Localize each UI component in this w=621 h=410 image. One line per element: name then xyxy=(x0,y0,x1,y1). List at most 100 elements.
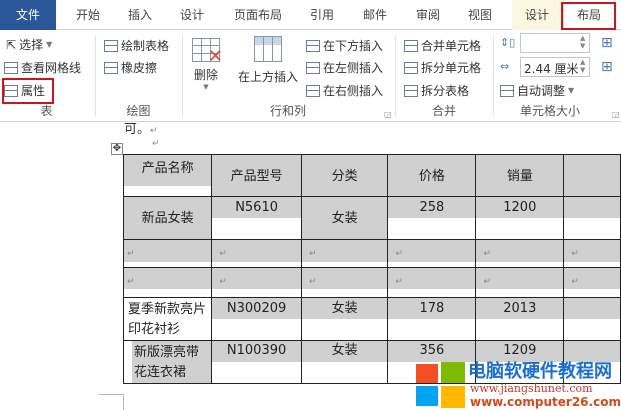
tab-references[interactable]: 引用 xyxy=(309,8,334,22)
table-cell[interactable] xyxy=(563,340,621,384)
select-button[interactable]: ⇱ 选择 ▼ xyxy=(6,36,52,53)
table-cell[interactable]: ↵ xyxy=(300,239,389,268)
draw-table-label: 绘制表格 xyxy=(121,39,170,53)
watermark-title: 电脑软硬件教程网 xyxy=(468,361,612,382)
table-cell[interactable]: 女装 xyxy=(300,297,389,341)
table-cell[interactable]: ↵ xyxy=(475,239,565,268)
insert-right-icon xyxy=(306,84,320,97)
tab-table-design[interactable]: 设计 xyxy=(512,0,562,30)
view-gridlines-button[interactable]: 查看网格线 xyxy=(4,59,81,76)
table-row: ↵ ↵ ↵ ↵ ↵ ↵ xyxy=(122,267,621,298)
table-cell[interactable]: 1200 xyxy=(475,196,565,240)
eraser-button[interactable]: 橡皮擦 xyxy=(104,59,157,76)
insert-left-label: 在左侧插入 xyxy=(323,61,384,75)
table-cell[interactable]: N100390 xyxy=(211,340,302,384)
chevron-down-icon: ▼ xyxy=(46,40,53,49)
distribute-rows-icon[interactable]: ⊞ xyxy=(601,35,613,51)
table-cell[interactable]: 新品女装 xyxy=(122,196,213,240)
table-header-cell[interactable]: 价格 xyxy=(387,154,477,197)
tab-view[interactable]: 视图 xyxy=(467,8,492,22)
delete-button[interactable]: ✕ 删除 ▼ xyxy=(190,38,223,96)
insert-below-button[interactable]: 在下方插入 xyxy=(306,37,383,54)
table-cell[interactable]: 女装 xyxy=(300,340,389,384)
tab-insert[interactable]: 插入 xyxy=(127,8,152,22)
page-corner-mark xyxy=(98,394,124,410)
table-header-cell[interactable]: 分类 xyxy=(300,154,389,197)
table-cell[interactable]: ↵ xyxy=(122,239,213,268)
tab-design[interactable]: 设计 xyxy=(179,8,204,22)
insert-right-button[interactable]: 在右侧插入 xyxy=(306,82,383,99)
group-label-rows-cols: 行和列 xyxy=(269,104,306,118)
tab-review[interactable]: 审阅 xyxy=(415,8,440,22)
table-cell[interactable]: ↵ xyxy=(475,267,565,298)
table-header-cell[interactable]: 产品名称 xyxy=(122,154,213,197)
table-cell[interactable]: ↵ xyxy=(211,239,302,268)
table-cell[interactable] xyxy=(563,297,621,341)
insert-above-label: 在上方插入 xyxy=(237,70,298,84)
table-header-cell[interactable] xyxy=(563,154,621,197)
pencil-table-icon xyxy=(104,39,118,52)
table-cell[interactable]: 2013 xyxy=(475,297,565,341)
split-cells-icon xyxy=(404,61,418,74)
tab-home[interactable]: 开始 xyxy=(75,8,100,22)
table-cell[interactable]: ↵ xyxy=(211,267,302,298)
insert-left-button[interactable]: 在左侧插入 xyxy=(306,59,383,76)
draw-table-button[interactable]: 绘制表格 xyxy=(104,37,169,54)
tab-mailings[interactable]: 邮件 xyxy=(362,8,387,22)
table-cell[interactable] xyxy=(563,196,621,240)
table-header-cell[interactable]: 销量 xyxy=(475,154,565,197)
group-label-draw: 绘图 xyxy=(126,104,151,118)
dialog-launcher-icon[interactable]: ◲ xyxy=(384,110,392,119)
table-cell[interactable]: 新版漂亮带花连衣裙 xyxy=(122,340,213,384)
insert-above-button[interactable]: 在上方插入 xyxy=(236,36,300,94)
table-cell[interactable]: 178 xyxy=(387,297,477,341)
table-row: 新版漂亮带花连衣裙 N100390 女装 356 1209 xyxy=(122,340,621,384)
ribbon: ⇱ 选择 ▼ 查看网格线 属性 表 绘制表格 橡皮擦 绘图 ✕ 删除 ▼ 在上方插入… xyxy=(0,30,621,122)
table-header-row: 产品名称 产品型号 分类 价格 销量 xyxy=(122,154,621,197)
table-cell[interactable]: ↵ xyxy=(563,239,621,268)
table-cell[interactable]: 258 xyxy=(387,196,477,240)
divider xyxy=(95,36,96,116)
table-cell[interactable]: 女装 xyxy=(300,196,389,240)
width-spinner[interactable]: ▲ ▼ xyxy=(580,58,586,74)
tab-page-layout[interactable]: 页面布局 xyxy=(233,8,282,22)
merge-cells-button[interactable]: 合并单元格 xyxy=(404,37,481,54)
properties-label: 属性 xyxy=(21,84,46,98)
split-table-icon xyxy=(404,84,418,97)
table-cell[interactable]: N300209 xyxy=(211,297,302,341)
table-move-handle-icon[interactable]: ✥ xyxy=(111,143,123,155)
divider xyxy=(395,36,396,116)
split-table-label: 拆分表格 xyxy=(421,84,470,98)
merge-cells-icon xyxy=(404,39,418,52)
height-spinner[interactable]: ▲ ▼ xyxy=(580,34,586,50)
tab-table-layout[interactable]: 布局 xyxy=(563,0,615,31)
table-cell[interactable]: 夏季新款亮片印花衬衫 xyxy=(122,297,213,341)
tab-file[interactable]: 文件 xyxy=(0,0,56,30)
properties-button[interactable]: 属性 xyxy=(4,82,45,99)
table-cell[interactable]: ↵ xyxy=(387,267,477,298)
table-row: ↵ ↵ ↵ ↵ ↵ ↵ xyxy=(122,239,621,268)
select-label: 选择 xyxy=(19,38,44,52)
autofit-button[interactable]: 自动调整 ▼ xyxy=(500,82,574,99)
table-cell[interactable]: ↵ xyxy=(387,239,477,268)
split-table-button[interactable]: 拆分表格 xyxy=(404,82,469,99)
table-cell[interactable]: ↵ xyxy=(563,267,621,298)
dialog-launcher-icon[interactable]: ◲ xyxy=(612,110,620,119)
table-cell[interactable]: N5610 xyxy=(211,196,302,240)
col-width-icon: ⇔ xyxy=(500,60,510,73)
divider xyxy=(182,36,183,116)
ribbon-tabs: 文件 开始 插入 设计 页面布局 引用 邮件 审阅 视图 设计 布局 xyxy=(0,0,621,31)
split-cells-button[interactable]: 拆分单元格 xyxy=(404,59,481,76)
divider xyxy=(493,36,494,116)
table-header-cell[interactable]: 产品型号 xyxy=(211,154,302,197)
autofit-label: 自动调整 xyxy=(517,84,566,98)
table-cell[interactable]: ↵ xyxy=(300,267,389,298)
table-cell[interactable]: 1209 xyxy=(475,340,565,384)
col-width-input[interactable]: 2.44 厘米 xyxy=(520,57,590,77)
distribute-cols-icon[interactable]: ⊞ xyxy=(601,59,613,75)
properties-icon xyxy=(4,84,18,97)
table-cell[interactable]: ↵ xyxy=(122,267,213,298)
row-height-input[interactable] xyxy=(520,33,590,53)
eraser-icon xyxy=(104,61,118,74)
autofit-icon xyxy=(500,84,514,97)
